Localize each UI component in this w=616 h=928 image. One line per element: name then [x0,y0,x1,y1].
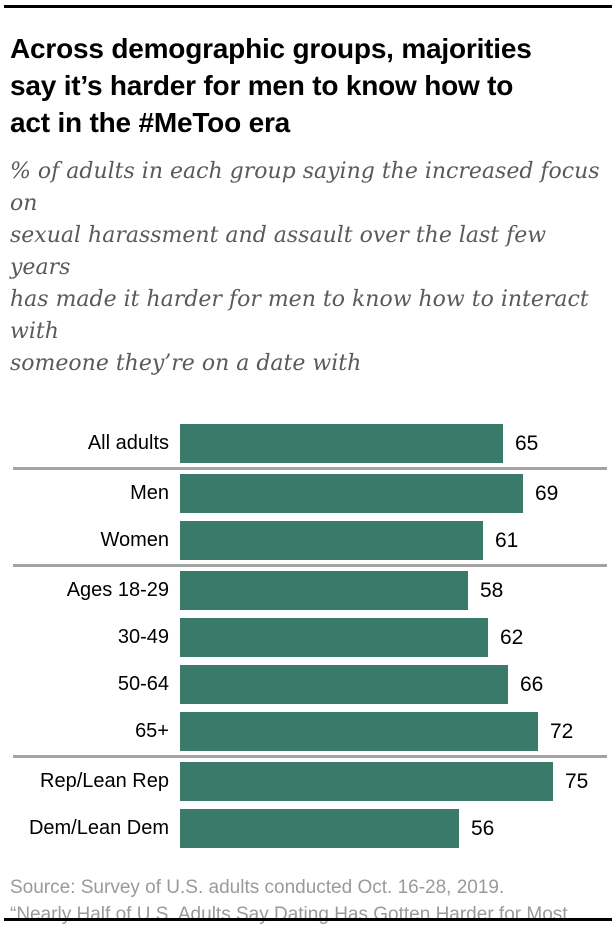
bar-row: Women 61 [13,517,607,564]
source-line-1: Source: Survey of U.S. adults conducted … [10,877,505,898]
bottom-rule [4,918,612,921]
title-line-2: say it’s harder for men to know how to [10,70,514,101]
value-label: 65 [515,431,539,455]
bar [180,474,523,513]
category-label: Women [100,529,169,551]
bar [180,809,459,848]
bar-row: All adults 65 [13,420,607,467]
bar [180,521,483,560]
title-line-3: act in the #MeToo era [10,107,291,138]
bar-row: Rep/Lean Rep 75 [13,758,607,805]
value-label: 62 [500,625,524,649]
top-rule [4,5,612,8]
bar-row: Men 69 [13,470,607,517]
subtitle-line-2: sexual harassment and assault over the l… [10,223,547,280]
value-label: 75 [565,769,589,793]
category-label: All adults [87,432,169,454]
bar-row: Dem/Lean Dem 56 [13,805,607,852]
value-label: 56 [471,816,495,840]
title-line-1: Across demographic groups, majorities [10,33,532,64]
bar [180,665,508,704]
chart-group: Rep/Lean Rep 75 Dem/Lean Dem 56 [13,755,607,852]
chart-group: All adults 65 [13,420,607,467]
bar [180,762,553,801]
bar [180,424,503,463]
subtitle-line-1: % of adults in each group saying the inc… [10,159,600,216]
subtitle-line-3: has made it harder for men to know how t… [10,287,589,344]
value-label: 66 [520,672,544,696]
chart-subtitle: % of adults in each group saying the inc… [10,156,606,380]
source-line-2: “Nearly Half of U.S. Adults Say Dating H… [10,904,568,925]
bar-row: Ages 18-29 58 [13,567,607,614]
bar-row: 30-49 62 [13,614,607,661]
category-label: 65+ [135,720,169,742]
category-label: Dem/Lean Dem [28,817,169,839]
subtitle-line-4: someone they’re on a date with [10,351,362,376]
bar-chart: All adults 65 Men 69 Women 61 Ages 18-29 58 30-4… [13,420,607,852]
category-label: Ages 18-29 [66,579,169,601]
category-label: 50-64 [117,673,169,695]
page-title: Across demographic groups, majorities sa… [10,30,582,141]
bar [180,712,538,751]
chart-group: Ages 18-29 58 30-49 62 50-64 66 65+ 72 [13,564,607,755]
chart-group: Men 69 Women 61 [13,467,607,564]
bar [180,618,488,657]
value-label: 69 [535,481,559,505]
bar-row: 65+ 72 [13,708,607,755]
bar [180,571,468,610]
value-label: 72 [550,719,574,743]
value-label: 61 [495,528,519,552]
bar-row: 50-64 66 [13,661,607,708]
value-label: 58 [480,578,504,602]
category-label: Rep/Lean Rep [40,770,169,792]
category-label: 30-49 [117,626,169,648]
category-label: Men [130,482,169,504]
